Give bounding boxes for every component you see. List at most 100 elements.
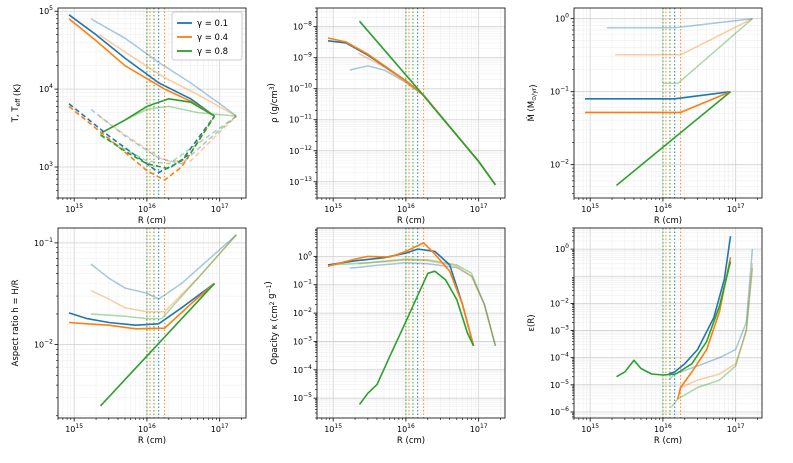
y-tick-label: 103: [39, 161, 53, 172]
y-axis-label: ε(R): [527, 314, 537, 331]
series-line: [98, 115, 237, 162]
series-line: [68, 282, 215, 326]
series-line: [662, 18, 753, 85]
series-line: [99, 282, 216, 407]
y-tick-label: 10−5: [550, 379, 569, 390]
grid-density: [317, 8, 505, 198]
series-group-aspect-ratio: [68, 234, 237, 407]
x-tick-label: 1017: [211, 203, 229, 214]
panel-density: 1015 1016 1017 10−13 10−12 10−11 10−10 10−9 10−8…: [267, 7, 506, 226]
y-tick-label: 10−9: [293, 52, 312, 63]
series-line: [358, 20, 497, 186]
panel-epsilon: 1015 1016 1017 10−6 10−5 10−4 10−3 10−2 100 ε(R) R…: [527, 227, 763, 446]
y-tick-label: 10−1: [293, 279, 312, 290]
x-tick-label: 1015: [65, 203, 83, 214]
vlines-accretion-rate: [662, 8, 682, 198]
x-tick-label: 1015: [581, 423, 599, 434]
series-line: [100, 115, 237, 165]
series-line: [358, 270, 475, 405]
x-tick-label: 1015: [324, 423, 342, 434]
panel-aspect-ratio: 1015 1016 1017 10−2 10−1 Aspect ratio h = H/R…: [11, 227, 247, 446]
vlines-epsilon: [662, 228, 682, 418]
series-line: [90, 234, 237, 313]
legend-label: γ = 0.1: [197, 19, 228, 29]
y-tick-label: 10−4: [293, 364, 312, 375]
x-tick-label: 1017: [727, 423, 745, 434]
legend-label: γ = 0.8: [197, 47, 228, 57]
axes-frame: [316, 7, 506, 199]
x-axis-label: R (cm): [397, 216, 425, 226]
series-line: [90, 108, 237, 165]
x-tick-label: 1017: [470, 203, 488, 214]
series-line: [585, 90, 731, 114]
y-tick-label: 10−12: [289, 145, 312, 156]
series-line: [90, 18, 237, 117]
vlines-density: [405, 8, 425, 198]
series-line: [615, 18, 753, 56]
series-line: [90, 234, 237, 320]
y-tick-label: 100: [555, 243, 569, 254]
series-line: [68, 105, 216, 181]
x-tick-label: 1015: [581, 203, 599, 214]
series-line: [100, 105, 237, 135]
series-line: [90, 234, 237, 300]
grid-epsilon: [574, 228, 762, 418]
y-tick-label: 104: [39, 83, 53, 94]
y-axis-label: Ṁ (M⊙/yr): [526, 84, 539, 121]
y-tick-label: 10−5: [293, 392, 312, 403]
y-tick-label: 10−2: [550, 297, 569, 308]
y-axis-label: Aspect ratio h = H/R: [11, 279, 21, 366]
x-tick-label: 1017: [470, 423, 488, 434]
series-line: [349, 261, 497, 346]
y-axis-label: Opacity κ (cm2 g−1): [264, 281, 280, 365]
x-axis-label: R (cm): [138, 216, 166, 226]
y-tick-label: 10−11: [289, 114, 312, 125]
panel-accretion-rate: 1015 1016 1017 10−2 10−1 100 Ṁ (M⊙/yr) R (cm): [526, 7, 763, 226]
series-group-density: [327, 20, 497, 186]
x-axis-label: R (cm): [654, 436, 682, 446]
series-line: [677, 263, 754, 400]
y-tick-label: 10−3: [550, 325, 569, 336]
series-line: [585, 90, 731, 100]
series-line: [68, 103, 216, 174]
x-tick-label: 1016: [397, 423, 415, 434]
panel-temperature: 1015 1016 1017 103 104 105 T, Teff (K) R (cm) γ …: [11, 5, 247, 226]
y-tick-label: 100: [298, 250, 312, 261]
y-tick-label: 10−2: [34, 339, 53, 350]
x-tick-label: 1016: [138, 203, 156, 214]
y-tick-label: 10−2: [550, 159, 569, 170]
series-group-opacity: [327, 242, 497, 405]
series-line: [677, 257, 732, 400]
series-line: [68, 14, 215, 117]
axes-frame: [316, 227, 506, 419]
y-tick-label: 10−4: [550, 352, 569, 363]
x-tick-label: 1017: [727, 203, 745, 214]
y-tick-label: 100: [555, 13, 569, 24]
x-tick-label: 1016: [397, 203, 415, 214]
y-tick-label: 10−3: [293, 335, 312, 346]
series-line: [615, 91, 732, 187]
y-axis-label: ρ (g/cm3): [267, 83, 280, 123]
series-line: [100, 115, 216, 170]
panel-opacity: 1015 1016 1017 10−5 10−4 10−3 10−2 10−1 100 Opaci…: [264, 227, 506, 446]
series-line: [668, 236, 732, 375]
grid-opacity: [317, 228, 505, 418]
x-axis-label: R (cm): [138, 436, 166, 446]
x-tick-label: 1015: [65, 423, 83, 434]
series-group-epsilon: [616, 236, 754, 408]
series-line: [100, 98, 215, 135]
series-group-temperature: [68, 14, 237, 181]
y-tick-label: 10−1: [550, 86, 569, 97]
series-line: [327, 242, 475, 347]
series-line: [616, 261, 732, 378]
series-line: [357, 52, 497, 186]
axes-frame: [573, 227, 763, 419]
y-tick-label: 105: [39, 5, 53, 16]
x-tick-label: 1017: [211, 423, 229, 434]
series-line: [327, 37, 497, 186]
x-axis-label: R (cm): [397, 436, 425, 446]
y-tick-label: 10−13: [289, 176, 312, 187]
y-tick-label: 10−10: [289, 83, 312, 94]
legend: γ = 0.1 γ = 0.4 γ = 0.8: [171, 11, 243, 61]
x-axis-label: R (cm): [654, 216, 682, 226]
